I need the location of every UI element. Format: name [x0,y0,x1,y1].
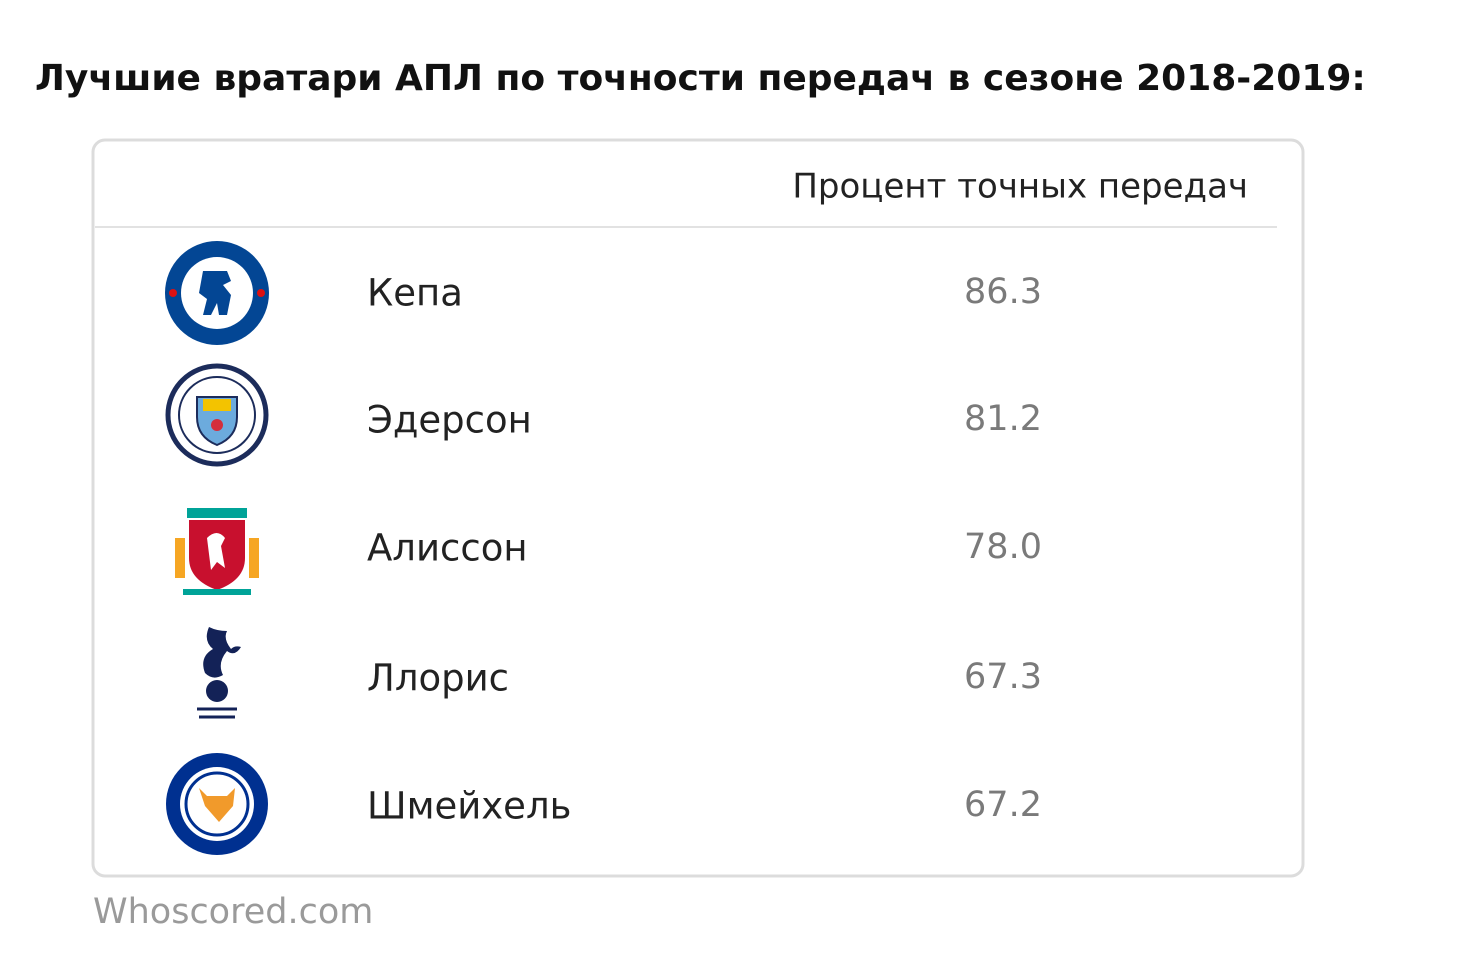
table-body: Кепа 86.3 Эдерсон 81.2 Алиссон 78.0 Ллорис 67.3… [367,272,1042,828]
pass-accuracy: 86.3 [964,272,1042,312]
crest-lion [199,271,231,315]
pass-accuracy: 67.3 [964,657,1042,697]
source: Whoscored.com [93,892,373,932]
crest-rose [169,289,177,297]
column-header: Процент точных передач [792,167,1248,207]
player-name: Кепа [367,272,463,315]
pass-accuracy: 67.2 [964,785,1042,825]
crest-rose [211,419,223,431]
leicester-crest [166,753,268,855]
crest-rose [257,289,265,297]
tottenham-crest [197,627,241,719]
card [91,138,1305,878]
crest-ring-inner [178,376,256,454]
crest-cockerel [203,627,241,678]
title: Лучшие вратари АПЛ по точности передач в… [35,58,1366,99]
liverpool-crest [175,508,259,595]
crest-flame [249,538,259,578]
pass-accuracy: 78.0 [964,527,1042,567]
player-name: Эдерсон [367,399,532,442]
player-name: Шмейхель [367,785,571,828]
crest-ball [206,680,228,702]
crest-gate [187,508,247,518]
pass-accuracy: 81.2 [964,399,1042,439]
crest-flame [175,538,185,578]
mancity-crest [165,363,269,467]
crest-liverbird [207,533,225,570]
player-name: Алиссон [367,527,528,570]
player-name: Ллорис [367,657,509,700]
crest-fox [199,788,235,822]
crest-ship [203,399,231,411]
chelsea-crest [165,241,269,345]
crest-motto [197,707,237,719]
